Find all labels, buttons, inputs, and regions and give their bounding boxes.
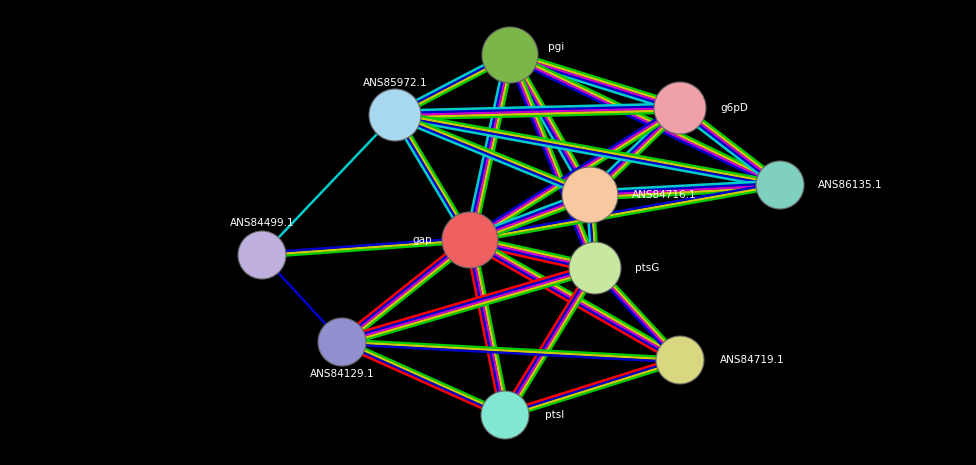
Text: ANS84129.1: ANS84129.1 (309, 369, 375, 379)
Text: gap: gap (413, 235, 432, 245)
Text: ptsG: ptsG (635, 263, 660, 273)
Circle shape (562, 167, 618, 223)
Circle shape (481, 391, 529, 439)
Circle shape (369, 89, 421, 141)
Text: ANS84716.1: ANS84716.1 (632, 190, 697, 200)
Circle shape (318, 318, 366, 366)
Text: ptsI: ptsI (545, 410, 564, 420)
Text: ANS84499.1: ANS84499.1 (229, 218, 295, 228)
Circle shape (656, 336, 704, 384)
Text: ANS86135.1: ANS86135.1 (818, 180, 882, 190)
Circle shape (238, 231, 286, 279)
Circle shape (569, 242, 621, 294)
Circle shape (654, 82, 706, 134)
Text: g6pD: g6pD (720, 103, 748, 113)
Circle shape (442, 212, 498, 268)
Text: pgi: pgi (548, 42, 564, 52)
Circle shape (756, 161, 804, 209)
Text: ANS85972.1: ANS85972.1 (363, 78, 427, 88)
Circle shape (482, 27, 538, 83)
Text: ANS84719.1: ANS84719.1 (720, 355, 785, 365)
